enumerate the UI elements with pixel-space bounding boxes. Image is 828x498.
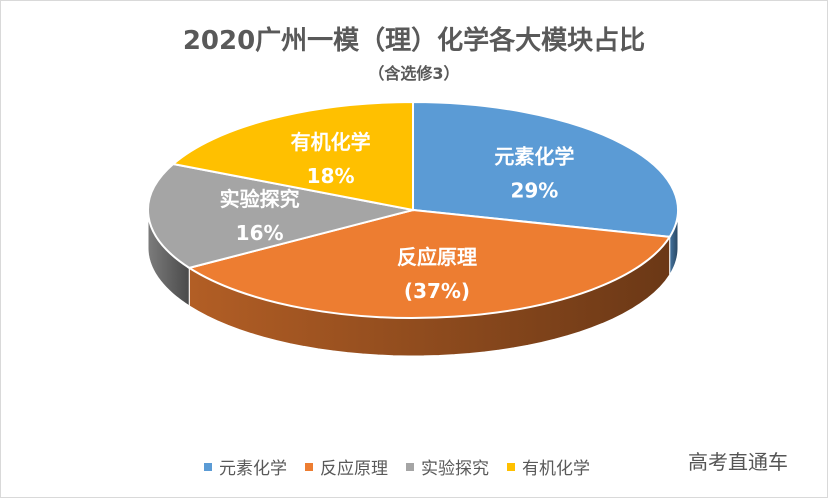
- slice-value-label: 29%: [510, 179, 558, 203]
- legend-label: 实验探究: [421, 459, 489, 479]
- legend-swatch: [305, 462, 313, 471]
- legend-label: 反应原理: [320, 459, 388, 479]
- pie-tops: [147, 100, 679, 319]
- legend-swatch: [406, 462, 414, 471]
- chart-subtitle: （含选修3）: [368, 64, 460, 83]
- pie-slice: [171, 100, 414, 212]
- legend-item: 反应原理: [305, 454, 388, 479]
- watermark: 高考直通车: [688, 450, 788, 474]
- legend-label: 元素化学: [219, 459, 287, 479]
- slice-value-label: 16%: [236, 221, 284, 245]
- slice-name-label: 有机化学: [291, 130, 371, 154]
- legend-swatch: [204, 462, 212, 471]
- chart-title: 2020广州一模（理）化学各大模块占比: [182, 26, 646, 56]
- slice-name-label: 元素化学: [494, 145, 574, 169]
- slice-name-label: 实验探究: [220, 187, 300, 211]
- slice-name-label: 反应原理: [397, 245, 477, 269]
- slice-value-label: 18%: [307, 164, 355, 188]
- chart-legend: 元素化学 反应原理 实验探究 有机化学: [204, 454, 608, 479]
- pie-slice: [412, 100, 679, 238]
- legend-item: 元素化学: [204, 454, 287, 479]
- pie-slice: [147, 162, 414, 269]
- legend-item: 实验探究: [406, 454, 489, 479]
- legend-swatch: [507, 462, 515, 471]
- pie-labels: 元素化学 29% 反应原理 (37%) 实验探究 16% 有机化学 18%: [220, 130, 575, 303]
- slice-value-label: (37%): [404, 279, 470, 303]
- legend-label: 有机化学: [522, 459, 590, 479]
- legend-item: 有机化学: [507, 454, 590, 479]
